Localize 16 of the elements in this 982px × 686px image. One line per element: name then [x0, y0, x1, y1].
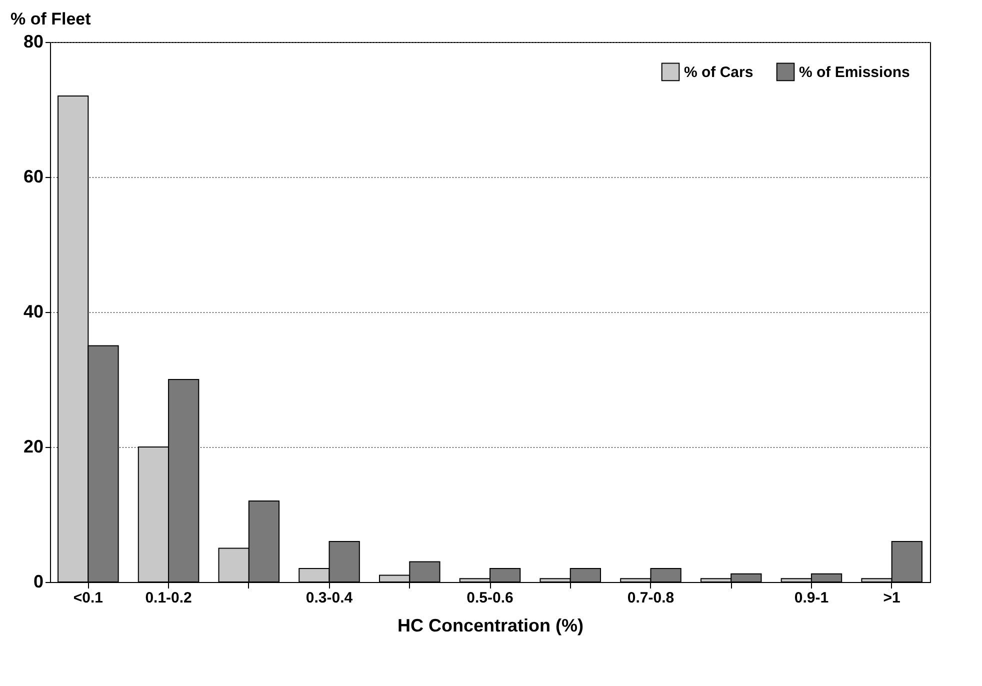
y-tick-label: 40 [23, 302, 44, 322]
y-tick-label: 80 [23, 32, 44, 52]
x-tick-label: <0.1 [73, 590, 103, 606]
y-tick-label: 0 [33, 572, 44, 592]
x-tick-label: 0.5-0.6 [466, 590, 514, 606]
x-tick-label: 0.3-0.4 [306, 590, 354, 606]
x-tick-label: 0.1-0.2 [145, 590, 192, 606]
y-tick-label: 60 [23, 166, 44, 186]
legend-label: % of Cars [684, 64, 754, 81]
x-tick-label: 0.9-1 [794, 590, 829, 606]
x-axis-title: HC Concentration (%) [398, 616, 584, 636]
y-tick-label: 20 [23, 436, 44, 456]
y-axis-title: % of Fleet [10, 10, 92, 28]
x-tick-label: >1 [883, 590, 900, 606]
x-tick-label: 0.7-0.8 [627, 590, 674, 606]
legend-label: % of Emissions [799, 64, 910, 81]
